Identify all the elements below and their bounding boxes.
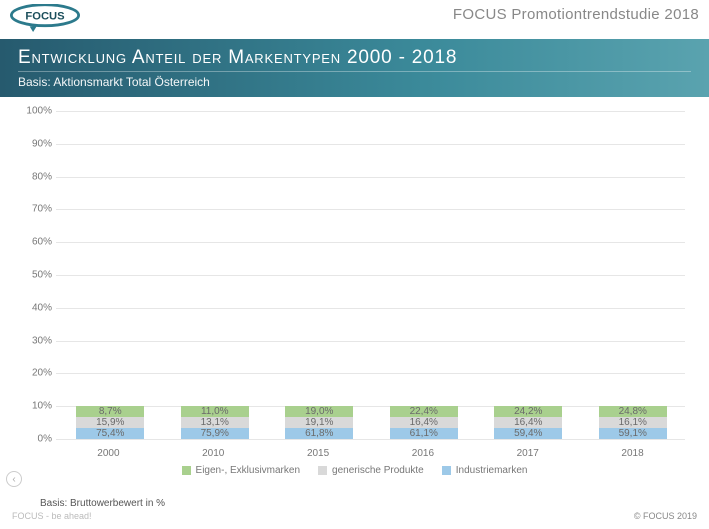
bar: 75,9%13,1%11,0% [181,406,249,439]
bar-segment-industrie: 59,4% [494,428,562,439]
basis-note: Basis: Bruttowerbewert in % [40,498,165,509]
chart-subtitle: Basis: Aktionsmarkt Total Österreich [18,71,691,89]
footer-right: © FOCUS 2019 [634,511,697,521]
y-tick-label: 20% [18,368,52,379]
bar-slot: 59,4%16,4%24,2% [476,406,581,439]
plot-area: 0%10%20%30%40%50%60%70%80%90%100%75,4%15… [56,111,685,439]
bar-segment-eigen: 19,0% [285,406,353,417]
y-tick-label: 30% [18,335,52,346]
bar-segment-eigen: 22,4% [390,406,458,417]
x-axis: 200020102015201620172018 [56,448,685,459]
x-tick-label: 2015 [266,448,371,459]
header: FOCUS FOCUS Promotiontrendstudie 2018 [0,0,709,37]
chart-title: Entwicklung Anteil der Markentypen 2000 … [18,47,691,69]
prev-icon[interactable]: ‹ [6,471,22,487]
y-tick-label: 100% [18,106,52,117]
bar-slot: 75,9%13,1%11,0% [163,406,268,439]
y-tick-label: 80% [18,171,52,182]
bar-slot: 61,8%19,1%19,0% [267,406,372,439]
bar-segment-generisch: 15,9% [76,417,144,428]
x-tick-label: 2016 [370,448,475,459]
logo: FOCUS [10,4,80,37]
bar-segment-generisch: 16,4% [494,417,562,428]
x-tick-label: 2010 [161,448,266,459]
bar: 61,8%19,1%19,0% [285,406,353,439]
legend-swatch [182,466,191,475]
bar-segment-industrie: 61,8% [285,428,353,439]
y-tick-label: 0% [18,434,52,445]
bar: 59,4%16,4%24,2% [494,406,562,439]
bar-slot: 61,1%16,4%22,4% [372,406,477,439]
grid-line [56,439,685,440]
bar-segment-industrie: 59,1% [599,428,667,439]
bar-segment-eigen: 11,0% [181,406,249,417]
legend-swatch [318,466,327,475]
y-tick-label: 50% [18,270,52,281]
y-tick-label: 70% [18,204,52,215]
bar-segment-generisch: 16,1% [599,417,667,428]
x-tick-label: 2018 [580,448,685,459]
footer-left: FOCUS - be ahead! [12,511,92,521]
bar: 75,4%15,9%8,7% [76,406,144,439]
bar-segment-industrie: 75,4% [76,428,144,439]
chart: 0% 10% 20% 30% 40% 50% 60% 70% 80% 90% 100% 75,4%15… [18,107,691,467]
bar: 61,1%16,4%22,4% [390,406,458,439]
study-title: FOCUS Promotiontrendstudie 2018 [80,4,699,23]
bars: 75,4%15,9%8,7%75,9%13,1%11,0%61,8%19,1%1… [56,111,685,439]
x-tick-label: 2000 [56,448,161,459]
title-banner: Entwicklung Anteil der Markentypen 2000 … [0,39,709,97]
bar-segment-eigen: 8,7% [76,406,144,417]
bar-segment-generisch: 16,4% [390,417,458,428]
bar-slot: 59,1%16,1%24,8% [581,406,686,439]
bar-segment-eigen: 24,8% [599,406,667,417]
bar-segment-industrie: 75,9% [181,428,249,439]
bar-segment-eigen: 24,2% [494,406,562,417]
y-tick-label: 90% [18,138,52,149]
legend-swatch [442,466,451,475]
y-tick-label: 10% [18,401,52,412]
bar-slot: 75,4%15,9%8,7% [58,406,163,439]
bar-segment-industrie: 61,1% [390,428,458,439]
y-tick-label: 60% [18,237,52,248]
bar: 59,1%16,1%24,8% [599,406,667,439]
svg-text:FOCUS: FOCUS [25,10,65,22]
bar-segment-generisch: 13,1% [181,417,249,428]
y-tick-label: 40% [18,302,52,313]
x-tick-label: 2017 [475,448,580,459]
bar-segment-generisch: 19,1% [285,417,353,428]
